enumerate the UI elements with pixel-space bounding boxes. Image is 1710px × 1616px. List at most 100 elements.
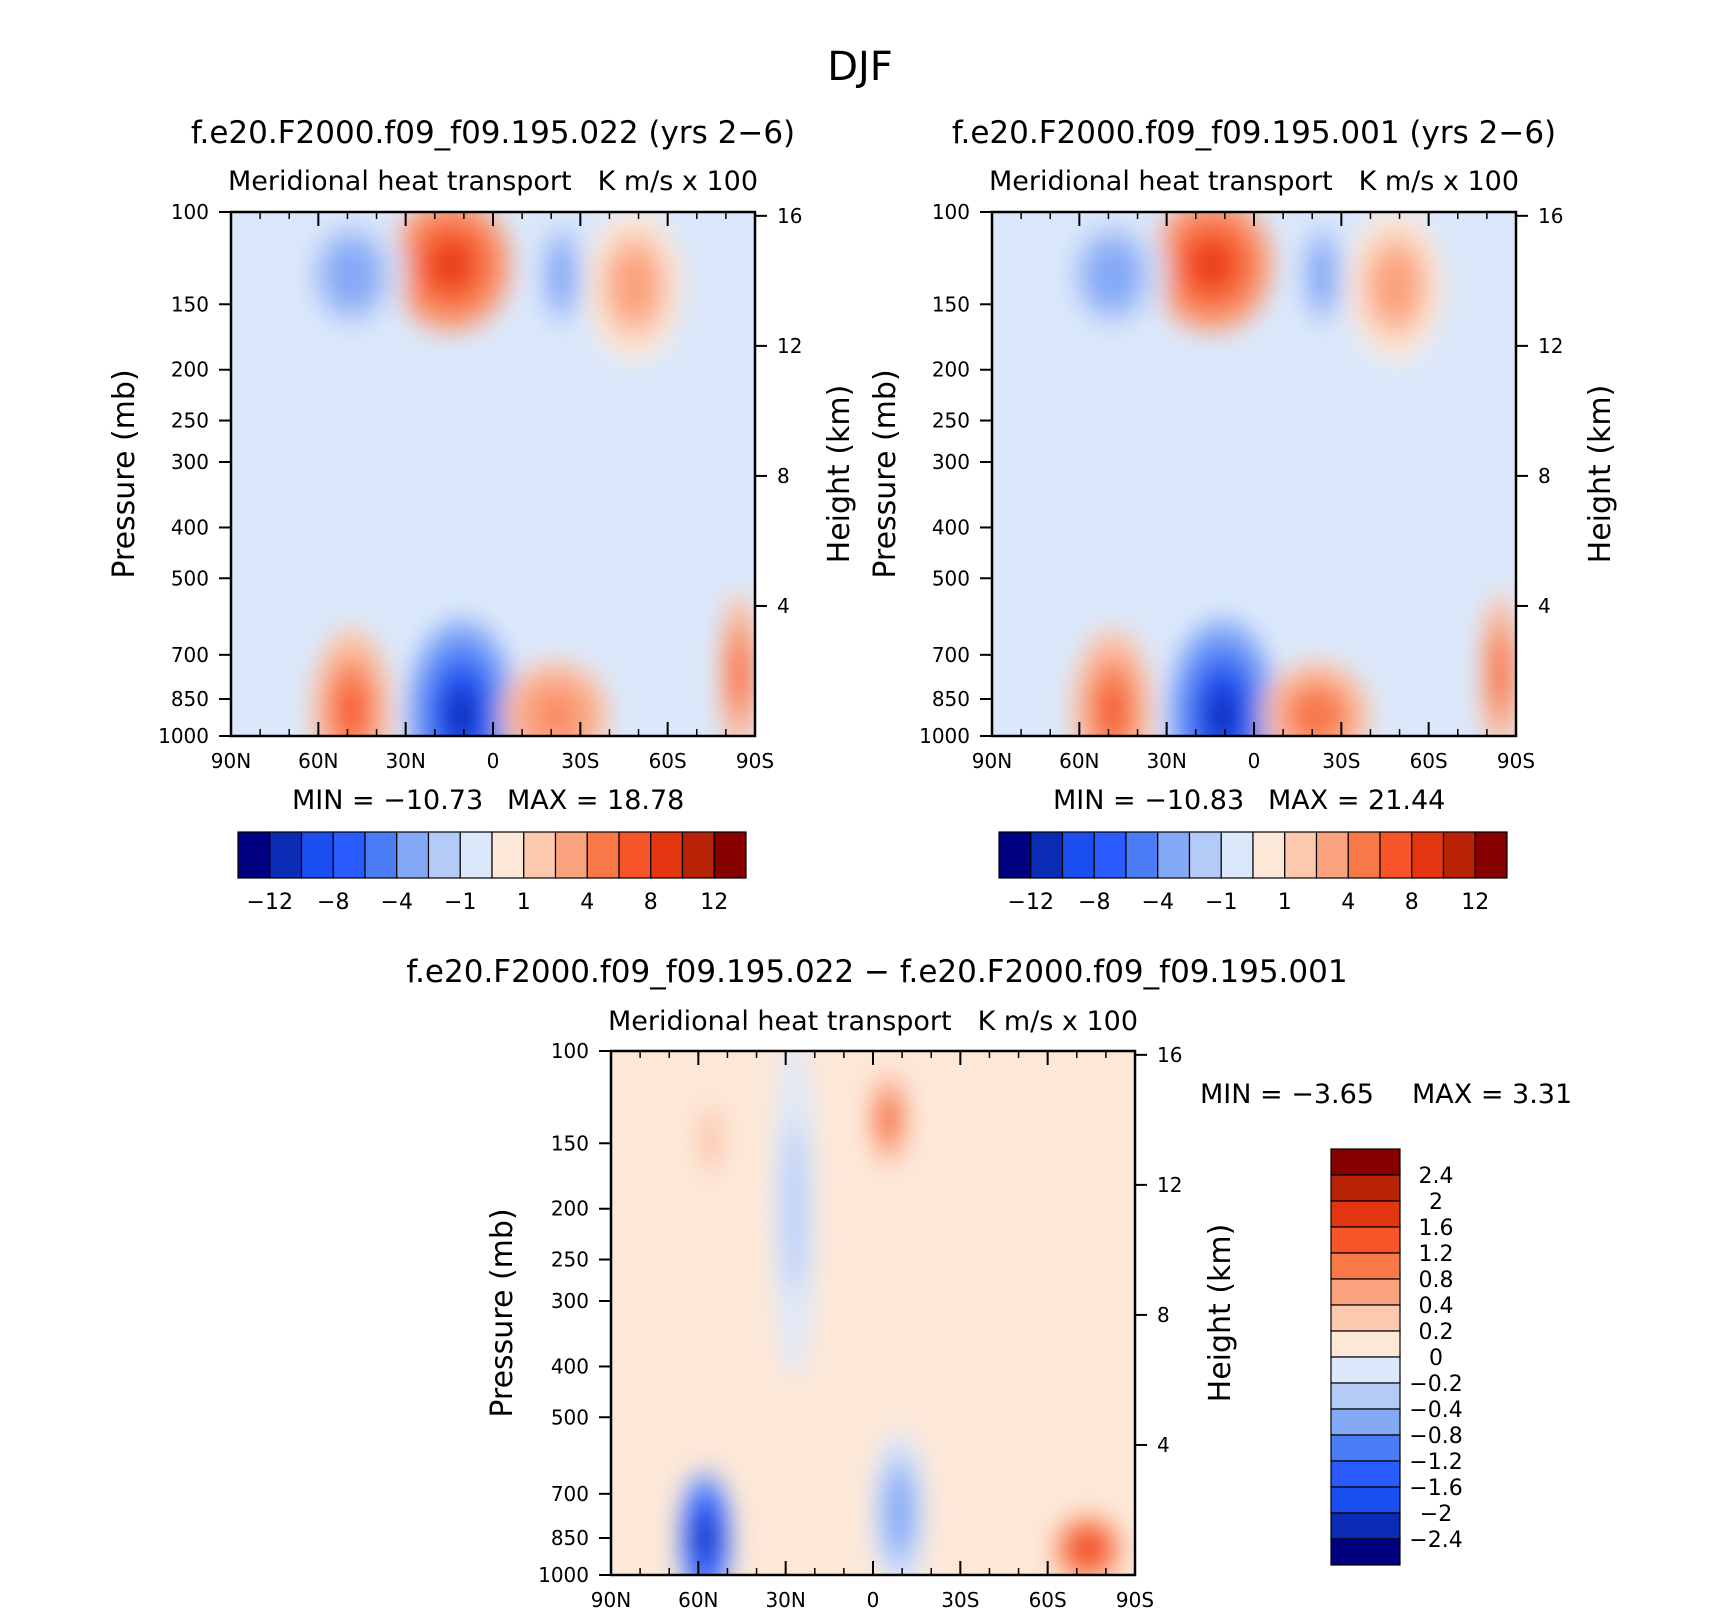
x-tick-label: 60N	[678, 1588, 718, 1612]
colorbar-label: −4	[381, 890, 413, 915]
panel-3-ylabel: Pressure (mb)	[485, 1208, 520, 1417]
figure-title: DJF	[827, 44, 893, 90]
field-feature-6-level-3	[1303, 701, 1331, 729]
y-tick-label: 150	[171, 292, 209, 316]
panel-1-colorbar: −12 −8 −4 −1 1 4 8 12	[237, 831, 747, 915]
colorbar-label: 2.4	[1419, 1164, 1454, 1189]
x-tick-label: 30S	[941, 1588, 979, 1612]
colorbar-box	[1252, 831, 1286, 879]
y-tick-label: 300	[932, 450, 970, 474]
y-tick-label: 100	[932, 200, 970, 224]
y-tick-label: 1000	[158, 724, 209, 748]
colorbar-label: −0.2	[1409, 1372, 1462, 1397]
colorbar-box	[1330, 1330, 1401, 1358]
y-tick-label: 400	[932, 515, 970, 539]
colorbar-box	[332, 831, 366, 879]
colorbar-box	[1330, 1148, 1401, 1176]
colorbar-box	[554, 831, 588, 879]
colorbar-label: 8	[1405, 890, 1419, 915]
field-feature-2-level-3	[1315, 257, 1329, 292]
x-tick-label: 30S	[561, 749, 599, 773]
colorbar-box	[1330, 1252, 1401, 1280]
colorbar-box	[586, 831, 620, 879]
colorbar-box	[1125, 831, 1159, 879]
colorbar-box	[998, 831, 1032, 879]
colorbar-box	[1347, 831, 1381, 879]
x-tick-label: 0	[867, 1588, 880, 1612]
x-tick-label: 30S	[1322, 749, 1360, 773]
colorbar-label: 1	[1278, 890, 1292, 915]
colorbar-box	[300, 831, 334, 879]
panel-1-ylabel-right: Height (km)	[822, 385, 857, 564]
colorbar-box	[1157, 831, 1191, 879]
y2-tick-label: 8	[1157, 1303, 1170, 1327]
panel-3-title: f.e20.F2000.f09_f09.195.022 − f.e20.F200…	[406, 954, 1347, 990]
colorbar-box	[1411, 831, 1445, 879]
panel-1-max-label: MAX = 18.78	[507, 785, 684, 816]
colorbar-label: −12	[247, 890, 293, 915]
x-tick-label: 30N	[385, 749, 425, 773]
panel-2-ylabel-right: Height (km)	[1583, 385, 1618, 564]
colorbar-box	[1330, 1382, 1401, 1410]
field-feature-3-level-3	[892, 1491, 907, 1533]
colorbar-box	[396, 831, 430, 879]
panel-3-min-label: MIN = −3.65	[1200, 1079, 1374, 1110]
panel-2-axes: 90N 60N 30N 0 30S 60S 90S 100 150 200 250 300 400 500…	[919, 200, 1563, 773]
colorbar-label: −8	[1078, 890, 1110, 915]
panel-2-plot	[992, 212, 1516, 736]
x-tick-label: 30N	[1146, 749, 1186, 773]
colorbar-box	[1330, 1174, 1401, 1202]
panel-1-axes: 90N 60N 30N 0 30S 60S 90S 100 150 200 250 300 400 500…	[158, 200, 802, 773]
y-tick-label: 200	[171, 358, 209, 382]
panel-1-min-label: MIN = −10.73	[292, 785, 483, 816]
colorbar-box	[1330, 1538, 1401, 1566]
colorbar-label: 1	[517, 890, 531, 915]
y2-tick-label: 16	[1538, 204, 1563, 228]
x-tick-label: 90S	[1497, 749, 1535, 773]
colorbar-box	[1188, 831, 1222, 879]
colorbar-box	[713, 831, 747, 879]
colorbar-box	[427, 831, 461, 879]
colorbar-box	[237, 831, 271, 879]
x-tick-label: 90N	[591, 1588, 631, 1612]
panel-3-field	[678, 1051, 1122, 1575]
colorbar-label: −0.8	[1409, 1424, 1462, 1449]
panel-2-max-label: MAX = 21.44	[1268, 785, 1445, 816]
colorbar-box	[1442, 831, 1476, 879]
colorbar-box	[1474, 831, 1508, 879]
colorbar-box	[491, 831, 525, 879]
colorbar-box	[1330, 1304, 1401, 1332]
colorbar-box	[1379, 831, 1413, 879]
colorbar-box	[459, 831, 493, 879]
panel-3-subtitle-right: K m/s x 100	[978, 1006, 1138, 1037]
colorbar-label: −8	[317, 890, 349, 915]
y-tick-label: 100	[171, 200, 209, 224]
field-feature-0-level-3	[435, 247, 467, 282]
colorbar-label: 2	[1429, 1190, 1443, 1215]
y-tick-label: 1000	[919, 724, 970, 748]
y-tick-label: 500	[551, 1405, 589, 1429]
y-tick-label: 200	[932, 358, 970, 382]
colorbar-label: 4	[1341, 890, 1355, 915]
y-tick-label: 250	[932, 409, 970, 433]
x-tick-label: 60S	[1410, 749, 1448, 773]
colorbar-box	[1030, 831, 1064, 879]
y2-tick-label: 12	[1538, 334, 1563, 358]
field-feature-0-level-3	[698, 1521, 713, 1556]
x-tick-label: 60N	[1059, 749, 1099, 773]
field-feature-3-level-3	[1383, 266, 1408, 305]
y-tick-label: 300	[171, 450, 209, 474]
panel-1-ylabel: Pressure (mb)	[107, 369, 142, 578]
colorbar-box	[1330, 1278, 1401, 1306]
colorbar-box	[1330, 1512, 1401, 1540]
x-tick-label: 90S	[736, 749, 774, 773]
field-feature-7-level-3	[1495, 652, 1506, 694]
colorbar-label: −12	[1008, 890, 1054, 915]
x-tick-label: 90N	[211, 749, 251, 773]
panel-1-subtitle-left: Meridional heat transport	[228, 166, 572, 197]
y2-tick-label: 4	[1157, 1433, 1170, 1457]
y-tick-label: 700	[171, 643, 209, 667]
panel-2-subtitle-left: Meridional heat transport	[989, 166, 1333, 197]
y-tick-label: 850	[551, 1526, 589, 1550]
